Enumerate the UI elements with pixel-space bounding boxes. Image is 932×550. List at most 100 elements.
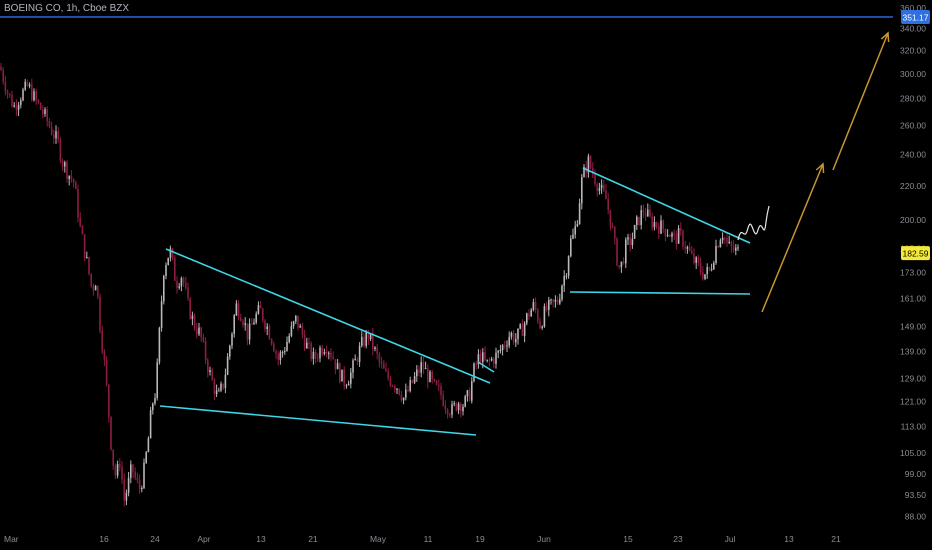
candle-body: [574, 226, 576, 235]
candle-body: [361, 336, 363, 346]
candle-body: [418, 369, 420, 373]
candle-body: [347, 383, 350, 386]
time-tick-label: 21: [831, 534, 841, 544]
candle-body: [191, 315, 194, 319]
candle-body: [147, 438, 150, 453]
candle-body: [424, 368, 427, 370]
candle-body: [374, 347, 376, 349]
candle-body: [169, 248, 172, 258]
candle-body: [233, 315, 235, 334]
candle-body: [719, 240, 722, 248]
candle-body: [138, 480, 141, 490]
candle-body: [218, 390, 220, 392]
candle-body: [376, 347, 378, 355]
candle-body: [730, 241, 733, 247]
candle-body: [99, 296, 101, 331]
candle-body: [462, 406, 464, 412]
candle-body: [116, 463, 119, 476]
candle-body: [526, 313, 528, 324]
price-tick-label: 99.00: [905, 469, 927, 479]
trendline-triangle-upper[interactable]: [165, 248, 491, 384]
candle-body: [396, 388, 398, 390]
candle-body: [693, 253, 695, 263]
candle-body: [409, 380, 411, 391]
trendline-wedge-lower[interactable]: [569, 291, 751, 295]
candle-body: [662, 220, 664, 229]
candle-body: [281, 352, 284, 354]
last-price-badge: 182.59: [901, 246, 930, 261]
candle-body: [519, 324, 521, 329]
candle-body: [15, 105, 18, 110]
price-tick-label: 280.00: [900, 94, 926, 104]
candle-body: [495, 352, 497, 364]
candle-body: [17, 104, 20, 110]
trendline-triangle-lower[interactable]: [159, 405, 477, 436]
price-tick-label: 200.00: [900, 215, 926, 225]
candle-body: [710, 269, 713, 271]
projection-arrow-1[interactable]: [761, 162, 825, 313]
candle-body: [325, 351, 328, 354]
candle-body: [677, 228, 680, 244]
candle-body: [72, 179, 75, 183]
candle-body: [622, 261, 625, 264]
candle-body: [686, 247, 689, 249]
candle-body: [391, 385, 394, 387]
candle-body: [145, 452, 147, 463]
candle-body: [242, 320, 244, 325]
candle-body: [479, 354, 482, 362]
candle-body: [356, 358, 359, 362]
candle-body: [158, 327, 161, 363]
candle-body: [182, 278, 185, 283]
candle-body: [193, 315, 196, 329]
candle-body: [660, 220, 662, 234]
candle-body: [171, 248, 174, 258]
candle-body: [468, 390, 471, 401]
candle-body: [453, 403, 455, 405]
price-tick-label: 113.00: [901, 421, 927, 431]
candle-body: [200, 327, 202, 338]
price-tick-label: 121.00: [900, 397, 926, 407]
price-tick-label: 300.00: [900, 69, 926, 79]
candle-body: [517, 328, 519, 340]
candle-body: [244, 323, 246, 325]
candle-body: [460, 403, 462, 412]
price-axis[interactable]: 360.00 340.00 320.00 300.00 280.00 260.00 240.…: [900, 3, 930, 522]
time-tick-label: 23: [673, 534, 683, 544]
candle-body: [618, 265, 620, 268]
candle-body: [506, 345, 508, 347]
candle-body: [165, 265, 167, 276]
candle-body: [455, 403, 458, 411]
candle-body: [297, 315, 299, 328]
candle-body: [215, 390, 218, 395]
candle-body: [57, 131, 59, 140]
candle-body: [442, 395, 444, 406]
candle-body: [301, 325, 304, 335]
candle-body: [735, 247, 737, 251]
time-tick-label: 16: [99, 534, 109, 544]
candle-body: [167, 257, 169, 266]
candle-body: [268, 326, 271, 340]
candle-body: [673, 233, 675, 235]
projection-arrow-2[interactable]: [832, 31, 890, 171]
candle-body: [510, 333, 513, 337]
candle-body: [222, 383, 224, 388]
trendline-wedge-upper[interactable]: [582, 167, 751, 244]
trendline-breakout-box[interactable]: [477, 361, 495, 373]
candle-body: [92, 285, 95, 291]
candle-body: [636, 216, 638, 225]
candle-body: [152, 403, 154, 411]
time-axis[interactable]: Mar 16 24 Apr 13 21 May 11 19 Jun 15 23 Jul 13 21: [4, 534, 841, 544]
candle-body: [266, 326, 268, 330]
candle-body: [717, 246, 719, 248]
candle-body: [108, 384, 110, 417]
candle-body: [277, 353, 279, 360]
candle-body: [163, 275, 165, 302]
candle-body: [484, 352, 486, 361]
candle-body: [154, 397, 156, 404]
candle-body: [136, 477, 139, 481]
candle-body: [321, 347, 323, 354]
price-tick-label: 129.00: [900, 374, 926, 384]
candle-body: [521, 324, 524, 336]
candle-body: [160, 301, 163, 328]
